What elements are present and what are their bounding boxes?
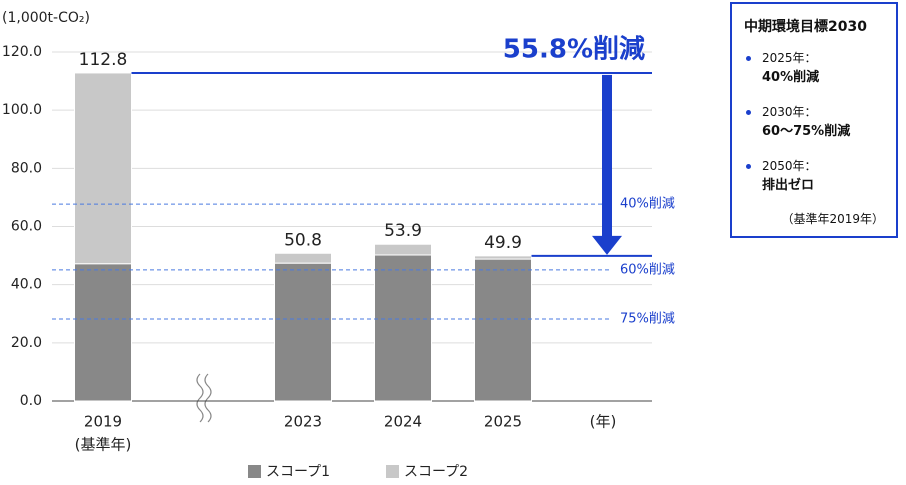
item-goal: 60〜75%削減 [762, 124, 851, 139]
legend-swatch [248, 465, 261, 478]
y-tick-label: 60.0 [11, 219, 42, 235]
reduction-arrow-head [592, 235, 622, 255]
baseline-note: (基準年) [75, 436, 132, 454]
bar-segment [374, 243, 432, 256]
reduction-arrow-shaft [602, 74, 612, 238]
legend-swatch [386, 465, 399, 478]
item-year: 2030年： [762, 105, 817, 119]
x-axis-label: (年) [590, 413, 617, 431]
axis-break [196, 373, 212, 423]
box-item: 2050年： 排出ゼロ [746, 156, 896, 196]
target-box: 中期環境目標2030 2025年： 40%削減 2030年： 60〜75%削減 20… [730, 2, 898, 238]
reference-label: 60%削減 [620, 261, 675, 277]
legend-label: スコープ2 [404, 464, 468, 480]
bar-segment [274, 262, 332, 402]
y-tick-label: 100.0 [2, 102, 42, 118]
box-item: 2025年： 40%削減 [746, 48, 896, 88]
x-tick-label: 2025 [484, 413, 522, 431]
bar-segment [474, 258, 532, 402]
box-item: 2030年： 60〜75%削減 [746, 102, 896, 142]
x-tick-label: 2024 [384, 413, 422, 431]
x-tick-label: 2023 [284, 413, 322, 431]
bar-segment [374, 254, 432, 402]
box-title: 中期環境目標2030 [744, 19, 867, 35]
item-goal: 40%削減 [762, 70, 820, 85]
item-goal: 排出ゼロ [762, 178, 815, 193]
bar-segment [74, 72, 132, 265]
reference-label: 75%削減 [620, 310, 675, 326]
y-tick-label: 0.0 [20, 393, 42, 409]
total-label: 112.8 [79, 50, 128, 70]
y-tick-label: 20.0 [11, 335, 42, 351]
box-note: （基準年2019年） [781, 212, 884, 226]
bar-segment [274, 252, 332, 264]
total-label: 53.9 [384, 221, 422, 241]
reference-label: 40%削減 [620, 196, 675, 212]
bar-segment [474, 255, 532, 260]
reduction-label: 55.8%削減 [503, 35, 645, 65]
item-year: 2050年： [762, 159, 817, 173]
x-tick-label: 2019 [84, 413, 122, 431]
total-label: 50.8 [284, 230, 322, 250]
y-tick-label: 80.0 [11, 160, 42, 176]
y-tick-label: 40.0 [11, 277, 42, 293]
item-year: 2025年： [762, 51, 817, 65]
legend-label: スコープ1 [266, 464, 330, 480]
y-tick-label: 120.0 [2, 44, 42, 60]
bar-segment [74, 263, 132, 402]
y-axis-label: (1,000t-CO₂) [2, 10, 90, 26]
total-label: 49.9 [484, 233, 522, 253]
